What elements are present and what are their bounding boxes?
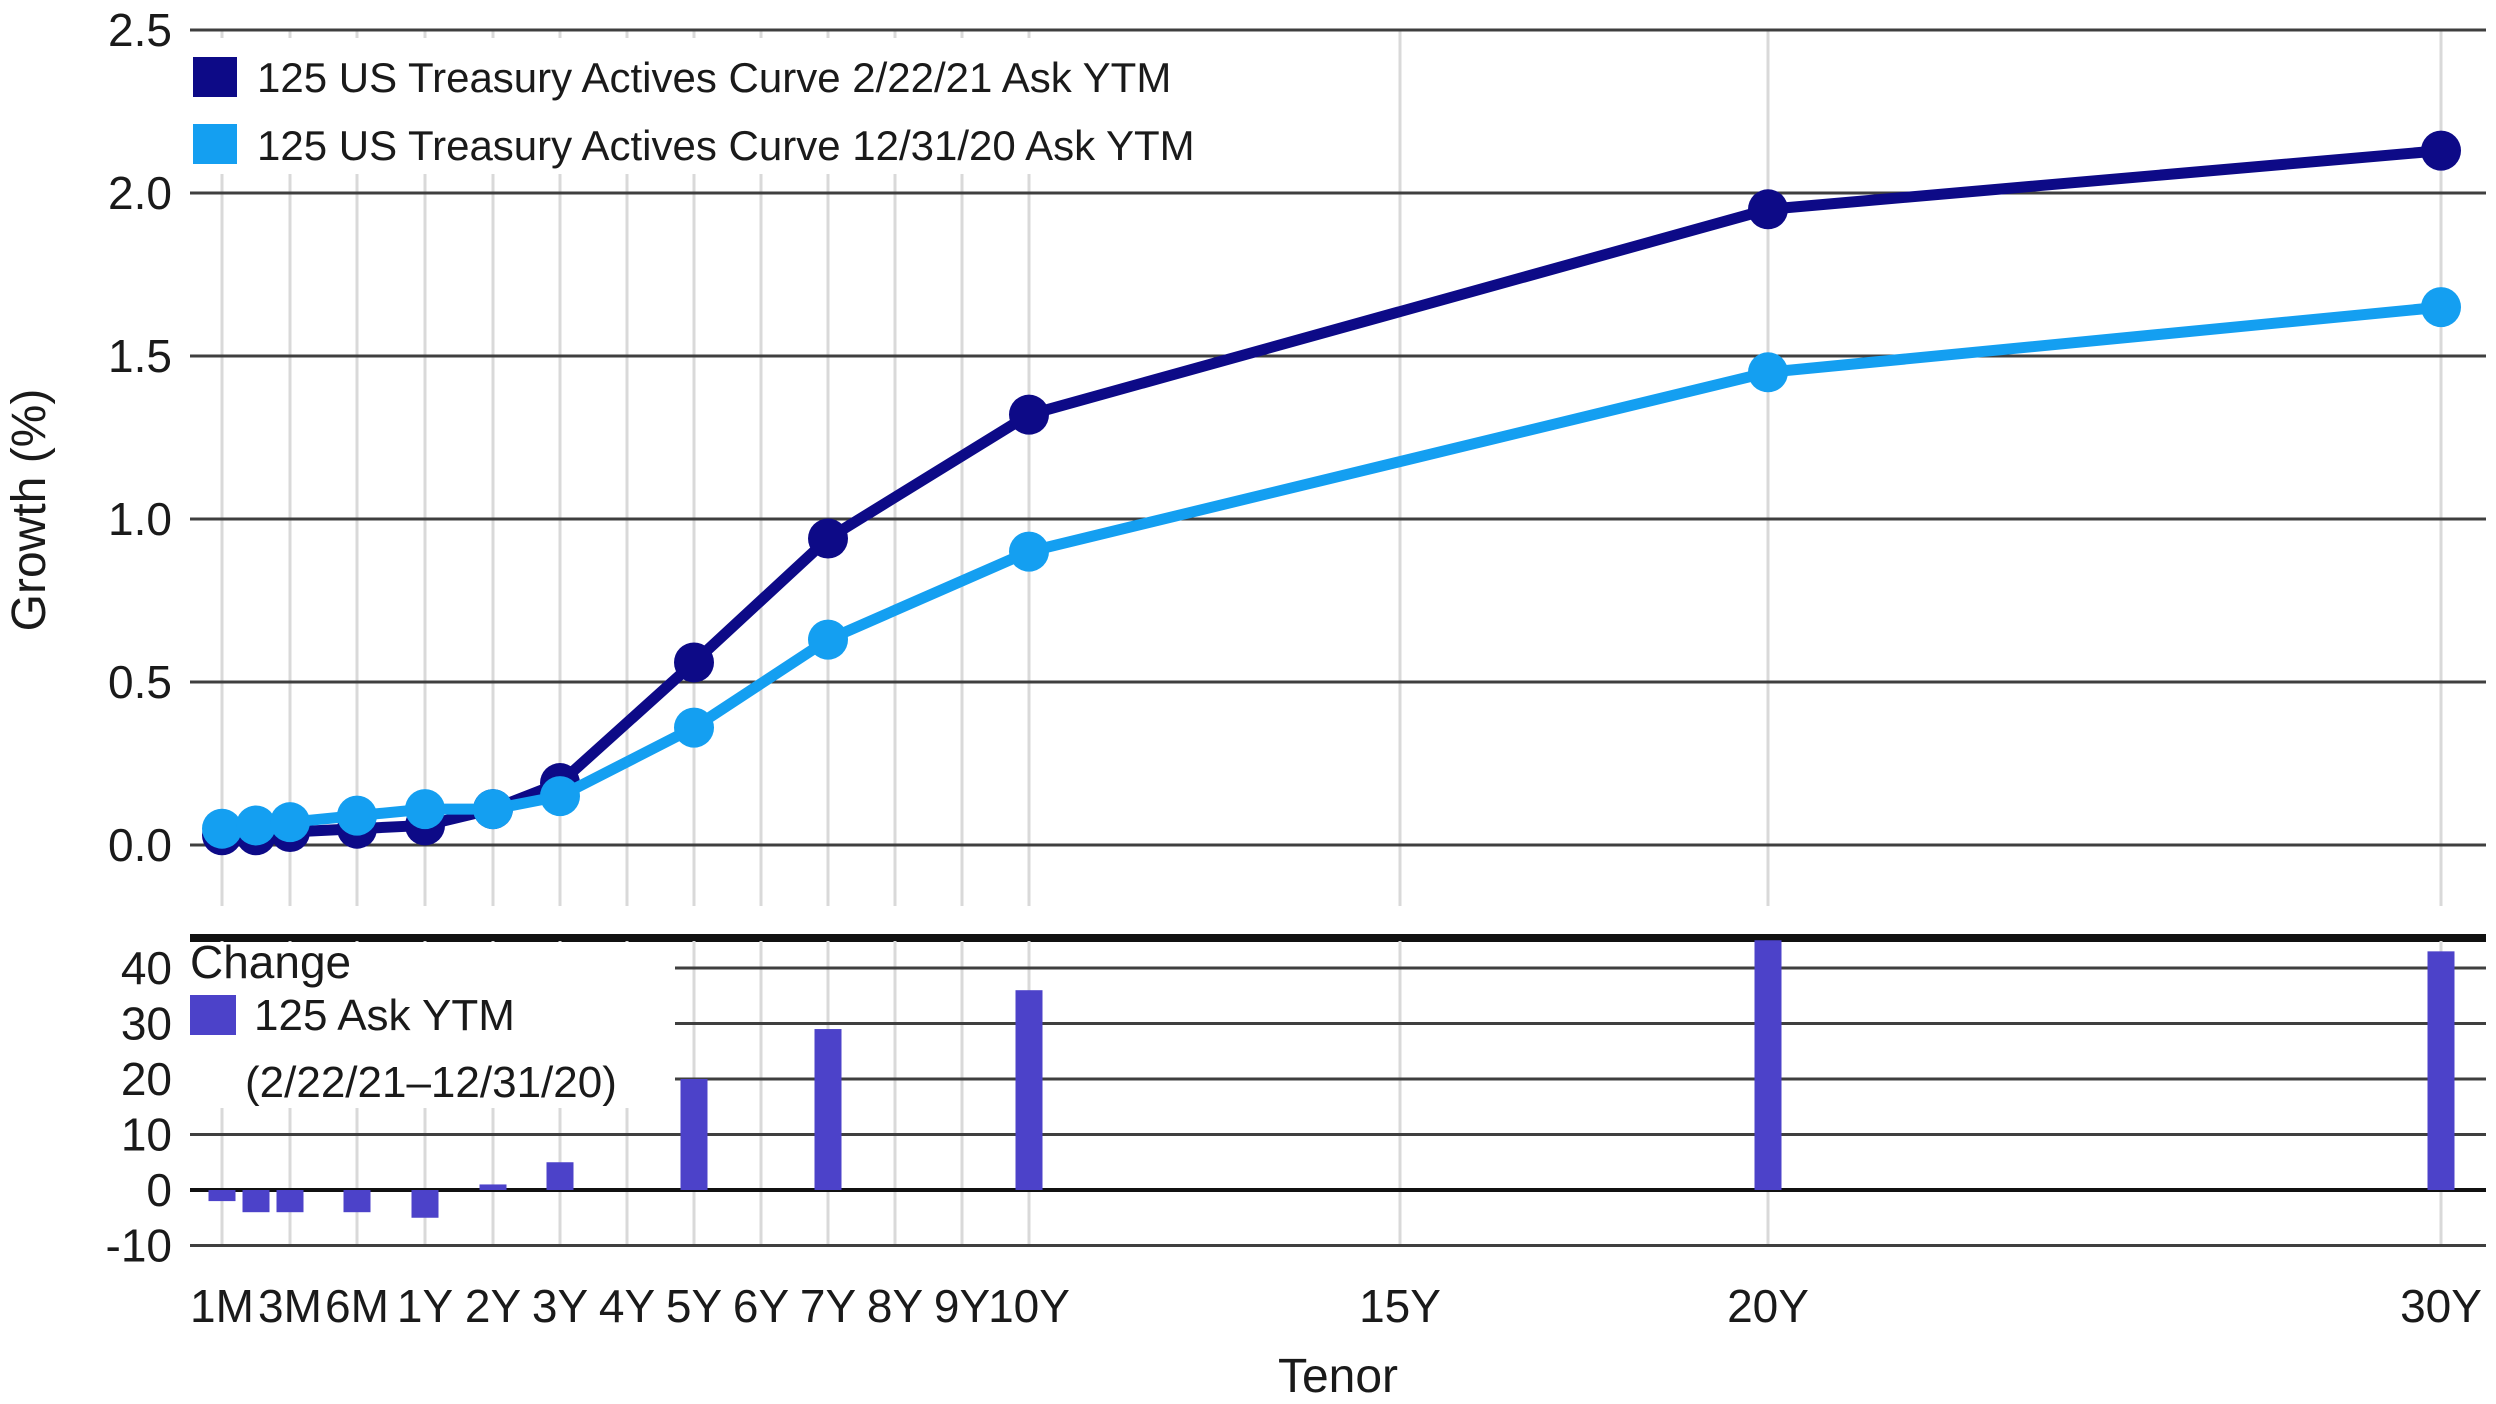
x-tick-label-2Y: 2Y <box>465 1280 521 1332</box>
x-tick-label-30Y: 30Y <box>2400 1280 2482 1332</box>
data-point-2M-12-31-20 <box>236 805 276 846</box>
x-tick-label-6Y: 6Y <box>733 1280 789 1332</box>
bottom-legend: Change 125 Ask YTM (2/22/21–12/31/20) <box>190 936 617 1107</box>
x-axis-title: Tenor <box>1278 1350 1398 1403</box>
data-point-3Y-12-31-20 <box>540 776 580 817</box>
top-y-tick-label-2.5: 2.5 <box>108 4 172 56</box>
data-point-30Y-2-22-21 <box>2421 130 2461 171</box>
x-tick-label-6M: 6M <box>325 1280 389 1332</box>
data-point-5Y-2-22-21 <box>674 642 714 683</box>
x-tick-label-9Y: 9Y <box>934 1280 990 1332</box>
y-axis-title: Growth (%) <box>3 389 56 632</box>
change-bar-3M <box>276 1190 304 1213</box>
change-bar-2M <box>242 1190 270 1213</box>
data-point-7Y-2-22-21 <box>808 518 848 559</box>
series-line-12-31-20 <box>216 301 2447 835</box>
top-y-tick-label-1.5: 1.5 <box>108 330 172 382</box>
change-bar-1M <box>208 1190 236 1202</box>
x-tick-label-8Y: 8Y <box>867 1280 923 1332</box>
data-point-7Y-12-31-20 <box>808 619 848 660</box>
legend-swatch-change <box>190 995 236 1035</box>
data-point-10Y-2-22-21 <box>1009 394 1049 435</box>
legend-swatch-curve-22221 <box>193 57 237 97</box>
data-point-1Y-12-31-20 <box>405 789 445 830</box>
top-y-tick-label-0.5: 0.5 <box>108 656 172 708</box>
bottom-y-tick-label-30: 30 <box>121 998 172 1050</box>
bottom-y-tick-label-20: 20 <box>121 1053 172 1105</box>
top-legend-background <box>185 38 1247 174</box>
x-tick-label-4Y: 4Y <box>599 1280 655 1332</box>
change-bar-6M <box>343 1190 371 1213</box>
top-y-tick-label-0.0: 0.0 <box>108 819 172 871</box>
legend-swatch-curve-123120 <box>193 124 237 164</box>
change-bar-30Y <box>2427 951 2455 1190</box>
data-point-10Y-12-31-20 <box>1009 531 1049 572</box>
x-tick-label-1M: 1M <box>190 1280 254 1332</box>
legend-label-change-line2: (2/22/21–12/31/20) <box>245 1058 617 1107</box>
data-point-1M-12-31-20 <box>202 808 242 849</box>
change-bar-5Y <box>680 1079 708 1190</box>
data-point-2Y-12-31-20 <box>473 789 513 830</box>
x-tick-label-3Y: 3Y <box>532 1280 588 1332</box>
change-bar-2Y <box>479 1184 507 1190</box>
x-tick-label-5Y: 5Y <box>666 1280 722 1332</box>
bottom-y-tick-label-40: 40 <box>121 942 172 994</box>
bottom-y-tick-label-0: 0 <box>146 1164 172 1216</box>
x-tick-label-20Y: 20Y <box>1727 1280 1809 1332</box>
top-chart-series <box>202 130 2461 856</box>
data-point-20Y-12-31-20 <box>1748 352 1788 393</box>
bottom-legend-background <box>183 942 675 1108</box>
legend-label-curve-123120: 125 US Treasury Actives Curve 12/31/20 A… <box>257 122 1195 169</box>
top-chart-gridlines <box>190 28 2486 906</box>
legend-label-change-line1: 125 Ask YTM <box>254 991 515 1040</box>
change-bars <box>208 940 2455 1218</box>
x-tick-label-15Y: 15Y <box>1359 1280 1441 1332</box>
bottom-y-tick-label-10: 10 <box>121 1109 172 1161</box>
data-point-6M-12-31-20 <box>337 795 377 836</box>
bottom-y-tick-label--10: -10 <box>106 1220 172 1272</box>
legend-label-curve-22221: 125 US Treasury Actives Curve 2/22/21 As… <box>257 54 1171 101</box>
x-tick-label-1Y: 1Y <box>397 1280 453 1332</box>
x-tick-label-7Y: 7Y <box>800 1280 856 1332</box>
change-bar-20Y <box>1754 940 1782 1190</box>
top-y-tick-label-1.0: 1.0 <box>108 493 172 545</box>
x-tick-label-10Y: 10Y <box>988 1280 1070 1332</box>
top-y-tick-label-2.0: 2.0 <box>108 167 172 219</box>
change-bar-10Y <box>1015 990 1043 1190</box>
change-bar-7Y <box>814 1029 842 1190</box>
change-bar-3Y <box>546 1162 574 1190</box>
series-line-2-22-21 <box>216 145 2447 841</box>
top-legend: 125 US Treasury Actives Curve 2/22/21 As… <box>193 54 1195 169</box>
data-point-3M-12-31-20 <box>270 802 310 843</box>
data-point-5Y-12-31-20 <box>674 707 714 748</box>
x-tick-label-3M: 3M <box>258 1280 322 1332</box>
data-point-20Y-2-22-21 <box>1748 189 1788 230</box>
data-point-30Y-12-31-20 <box>2421 287 2461 328</box>
bottom-legend-title: Change <box>190 936 351 988</box>
change-bar-1Y <box>411 1190 439 1218</box>
